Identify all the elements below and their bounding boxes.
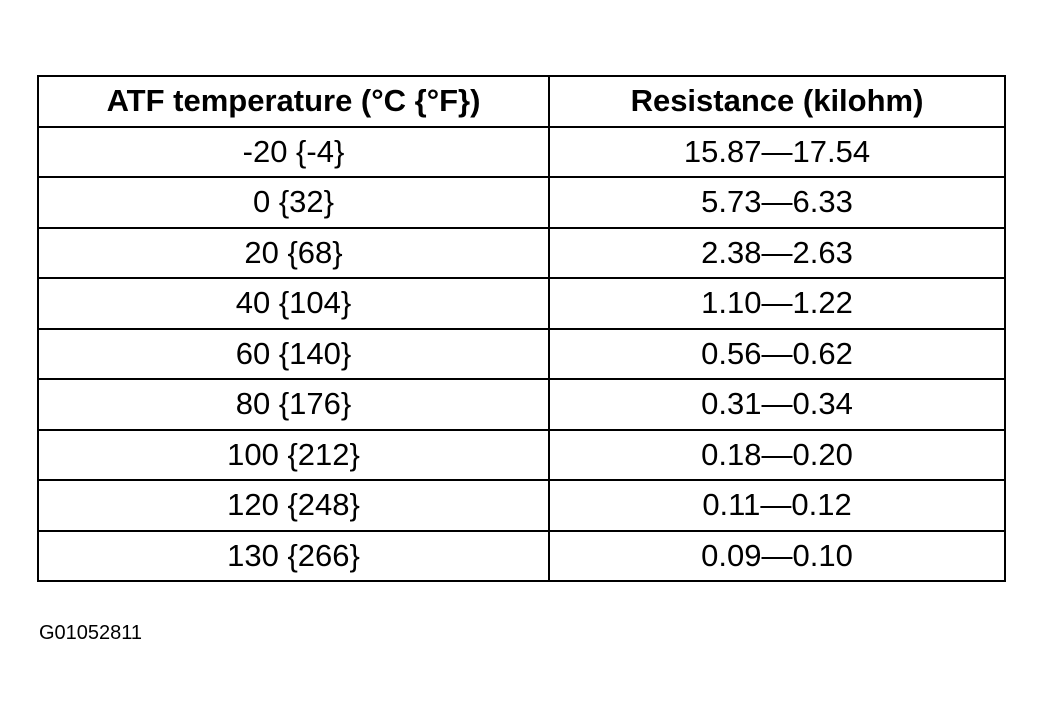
table-row: -20 {-4} 15.87—17.54 xyxy=(37,125,1006,178)
table-cell: 0.56—0.62 xyxy=(548,327,1006,380)
table-cell: 20 {68} xyxy=(37,226,550,279)
table-row: 40 {104} 1.10—1.22 xyxy=(37,277,1006,330)
table-cell: 1.10—1.22 xyxy=(548,277,1006,330)
table-cell: 2.38—2.63 xyxy=(548,226,1006,279)
table-cell: 100 {212} xyxy=(37,428,550,481)
table-row: 60 {140} 0.56—0.62 xyxy=(37,327,1006,380)
table-cell: 15.87—17.54 xyxy=(548,125,1006,178)
table-cell: 120 {248} xyxy=(37,479,550,532)
table-cell: 80 {176} xyxy=(37,378,550,431)
table-cell: 0 {32} xyxy=(37,176,550,229)
table-cell: 0.31—0.34 xyxy=(548,378,1006,431)
table-row: 0 {32} 5.73—6.33 xyxy=(37,176,1006,229)
header-cell: Resistance (kilohm) xyxy=(548,75,1006,128)
table-row: 100 {212} 0.18—0.20 xyxy=(37,428,1006,481)
table-row: 130 {266} 0.09—0.10 xyxy=(37,529,1006,582)
figure-id: G01052811 xyxy=(39,622,143,644)
table-cell: 40 {104} xyxy=(37,277,550,330)
header-cell: ATF temperature (°C {°F}) xyxy=(37,75,550,128)
table-cell: 5.73—6.33 xyxy=(548,176,1006,229)
table-cell: 60 {140} xyxy=(37,327,550,380)
resistance-table: ATF temperature (°C {°F}) Resistance (ki… xyxy=(37,75,1006,582)
table-cell: 0.09—0.10 xyxy=(548,529,1006,582)
header-row: ATF temperature (°C {°F}) Resistance (ki… xyxy=(37,75,1006,128)
table-cell: 130 {266} xyxy=(37,529,550,582)
table-cell: 0.11—0.12 xyxy=(548,479,1006,532)
table-row: 20 {68} 2.38—2.63 xyxy=(37,226,1006,279)
table-cell: -20 {-4} xyxy=(37,125,550,178)
table-cell: 0.18—0.20 xyxy=(548,428,1006,481)
table-row: 120 {248} 0.11—0.12 xyxy=(37,479,1006,532)
table-row: 80 {176} 0.31—0.34 xyxy=(37,378,1006,431)
